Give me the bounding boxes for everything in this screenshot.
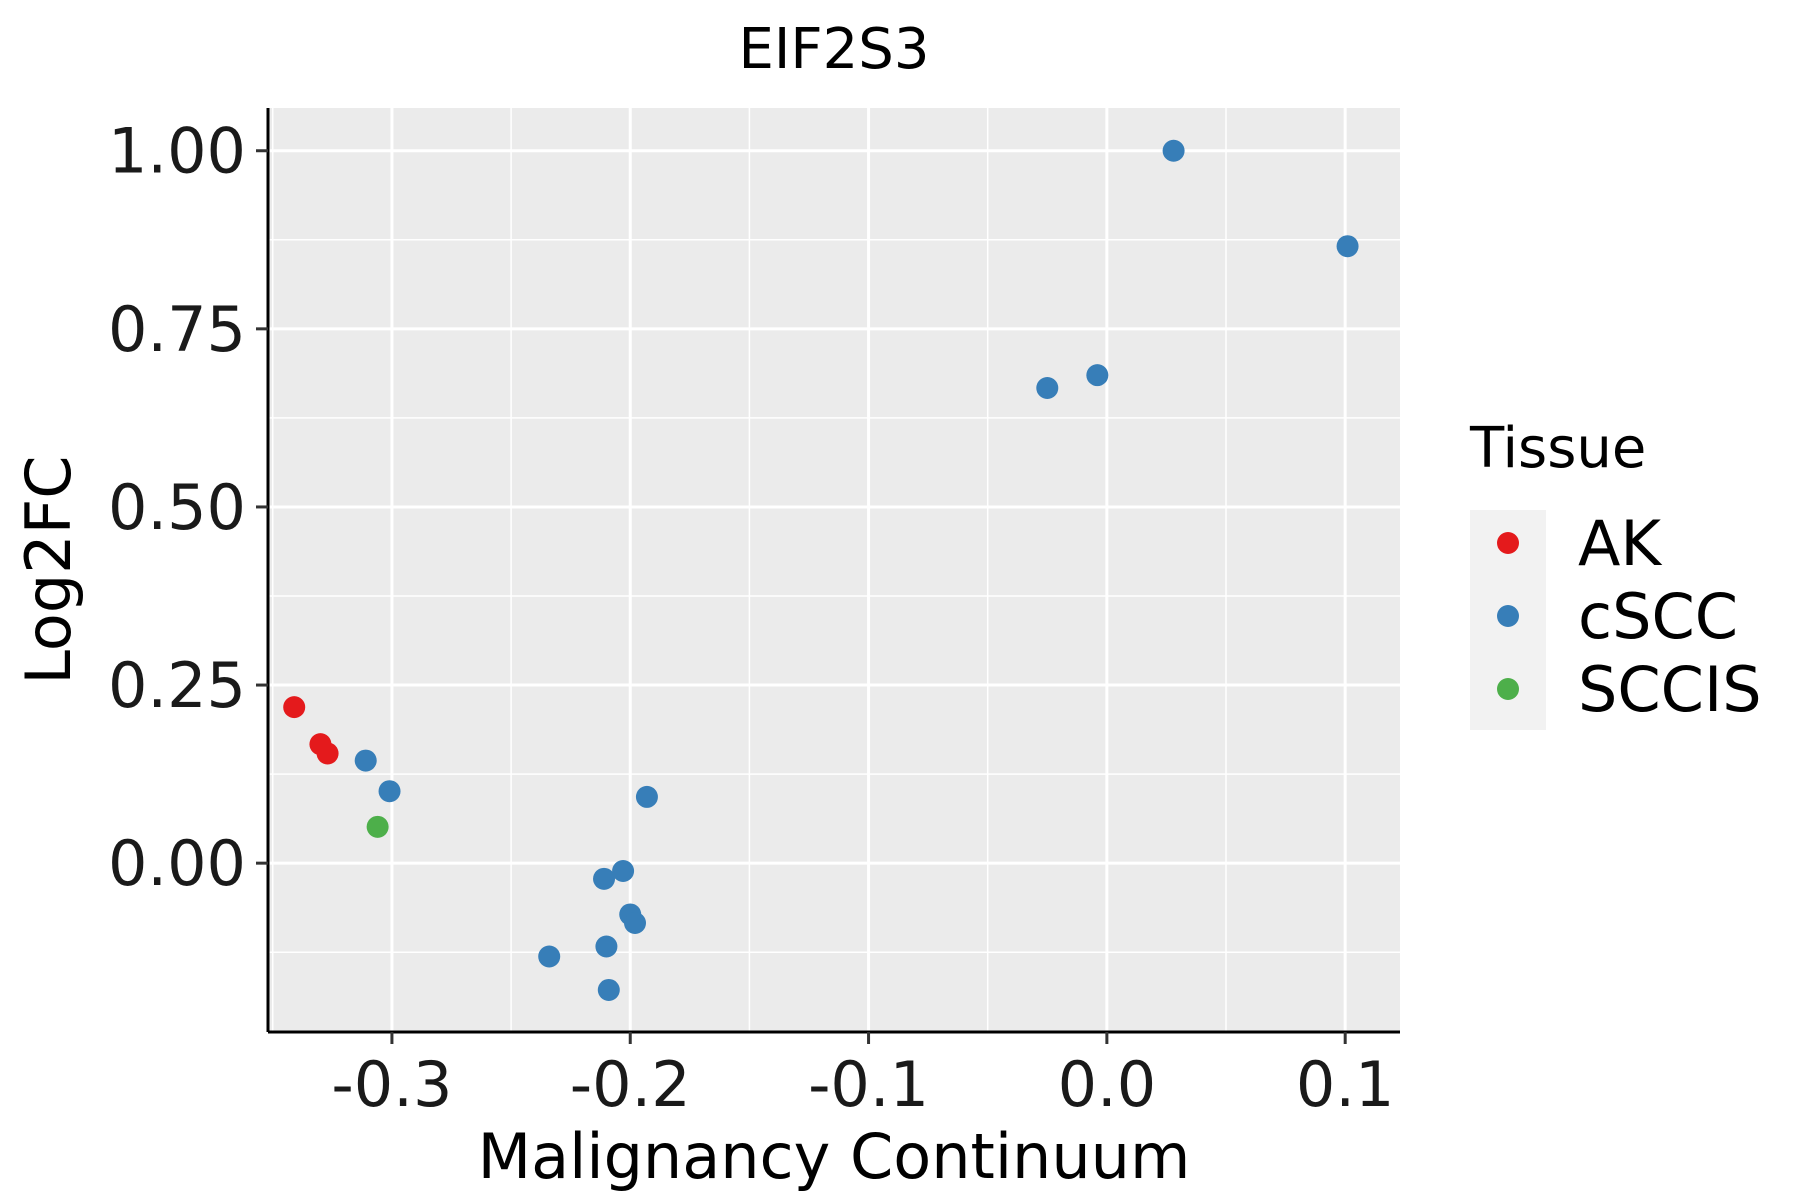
- data-point-cscc: [1036, 376, 1059, 399]
- data-point-ak: [316, 742, 339, 765]
- y-axis-title: Log2FC: [12, 455, 85, 684]
- data-points: [283, 139, 1359, 1001]
- data-point-cscc: [354, 749, 377, 772]
- data-point-cscc: [1336, 235, 1359, 258]
- data-point-ak: [283, 696, 306, 719]
- data-point-cscc: [593, 867, 616, 890]
- x-tick-label: 0.1: [1296, 1048, 1395, 1121]
- data-point-cscc: [538, 945, 561, 968]
- y-tick-label: 1.00: [108, 115, 246, 188]
- chart-title: EIF2S3: [739, 17, 930, 82]
- x-tick-label: 0.0: [1058, 1048, 1157, 1121]
- legend-key-cscc: [1497, 605, 1519, 627]
- data-point-sccis: [366, 815, 389, 838]
- plot-panel: [268, 108, 1400, 1032]
- data-point-cscc: [635, 785, 658, 808]
- y-tick-label: 0.50: [108, 471, 246, 544]
- y-tick-label: 0.25: [108, 649, 246, 722]
- legend-key-sccis: [1497, 678, 1519, 700]
- x-axis-title: Malignancy Continuum: [478, 1120, 1191, 1193]
- data-point-cscc: [1162, 139, 1185, 162]
- data-point-cscc: [1086, 364, 1109, 387]
- data-point-cscc: [624, 912, 647, 935]
- x-tick-label: -0.2: [570, 1048, 691, 1121]
- legend-title: Tissue: [1469, 416, 1646, 481]
- y-axis-ticks: 0.00 0.25 0.50 0.75 1.00: [108, 115, 268, 900]
- data-point-cscc: [612, 859, 635, 882]
- data-point-cscc: [597, 978, 620, 1001]
- x-axis-ticks: -0.3 -0.2 -0.1 0.0 0.1: [331, 1032, 1394, 1121]
- x-tick-label: -0.1: [808, 1048, 929, 1121]
- y-tick-label: 0.75: [108, 293, 246, 366]
- data-point-cscc: [378, 780, 401, 803]
- legend-key-ak: [1497, 532, 1519, 554]
- grid-lines: [268, 108, 1400, 1032]
- legend-label-cscc: cSCC: [1578, 580, 1738, 653]
- x-tick-label: -0.3: [331, 1048, 452, 1121]
- legend-label-ak: AK: [1578, 507, 1662, 580]
- legend-label-sccis: SCCIS: [1578, 653, 1762, 726]
- y-tick-label: 0.00: [108, 827, 246, 900]
- data-point-cscc: [595, 935, 618, 958]
